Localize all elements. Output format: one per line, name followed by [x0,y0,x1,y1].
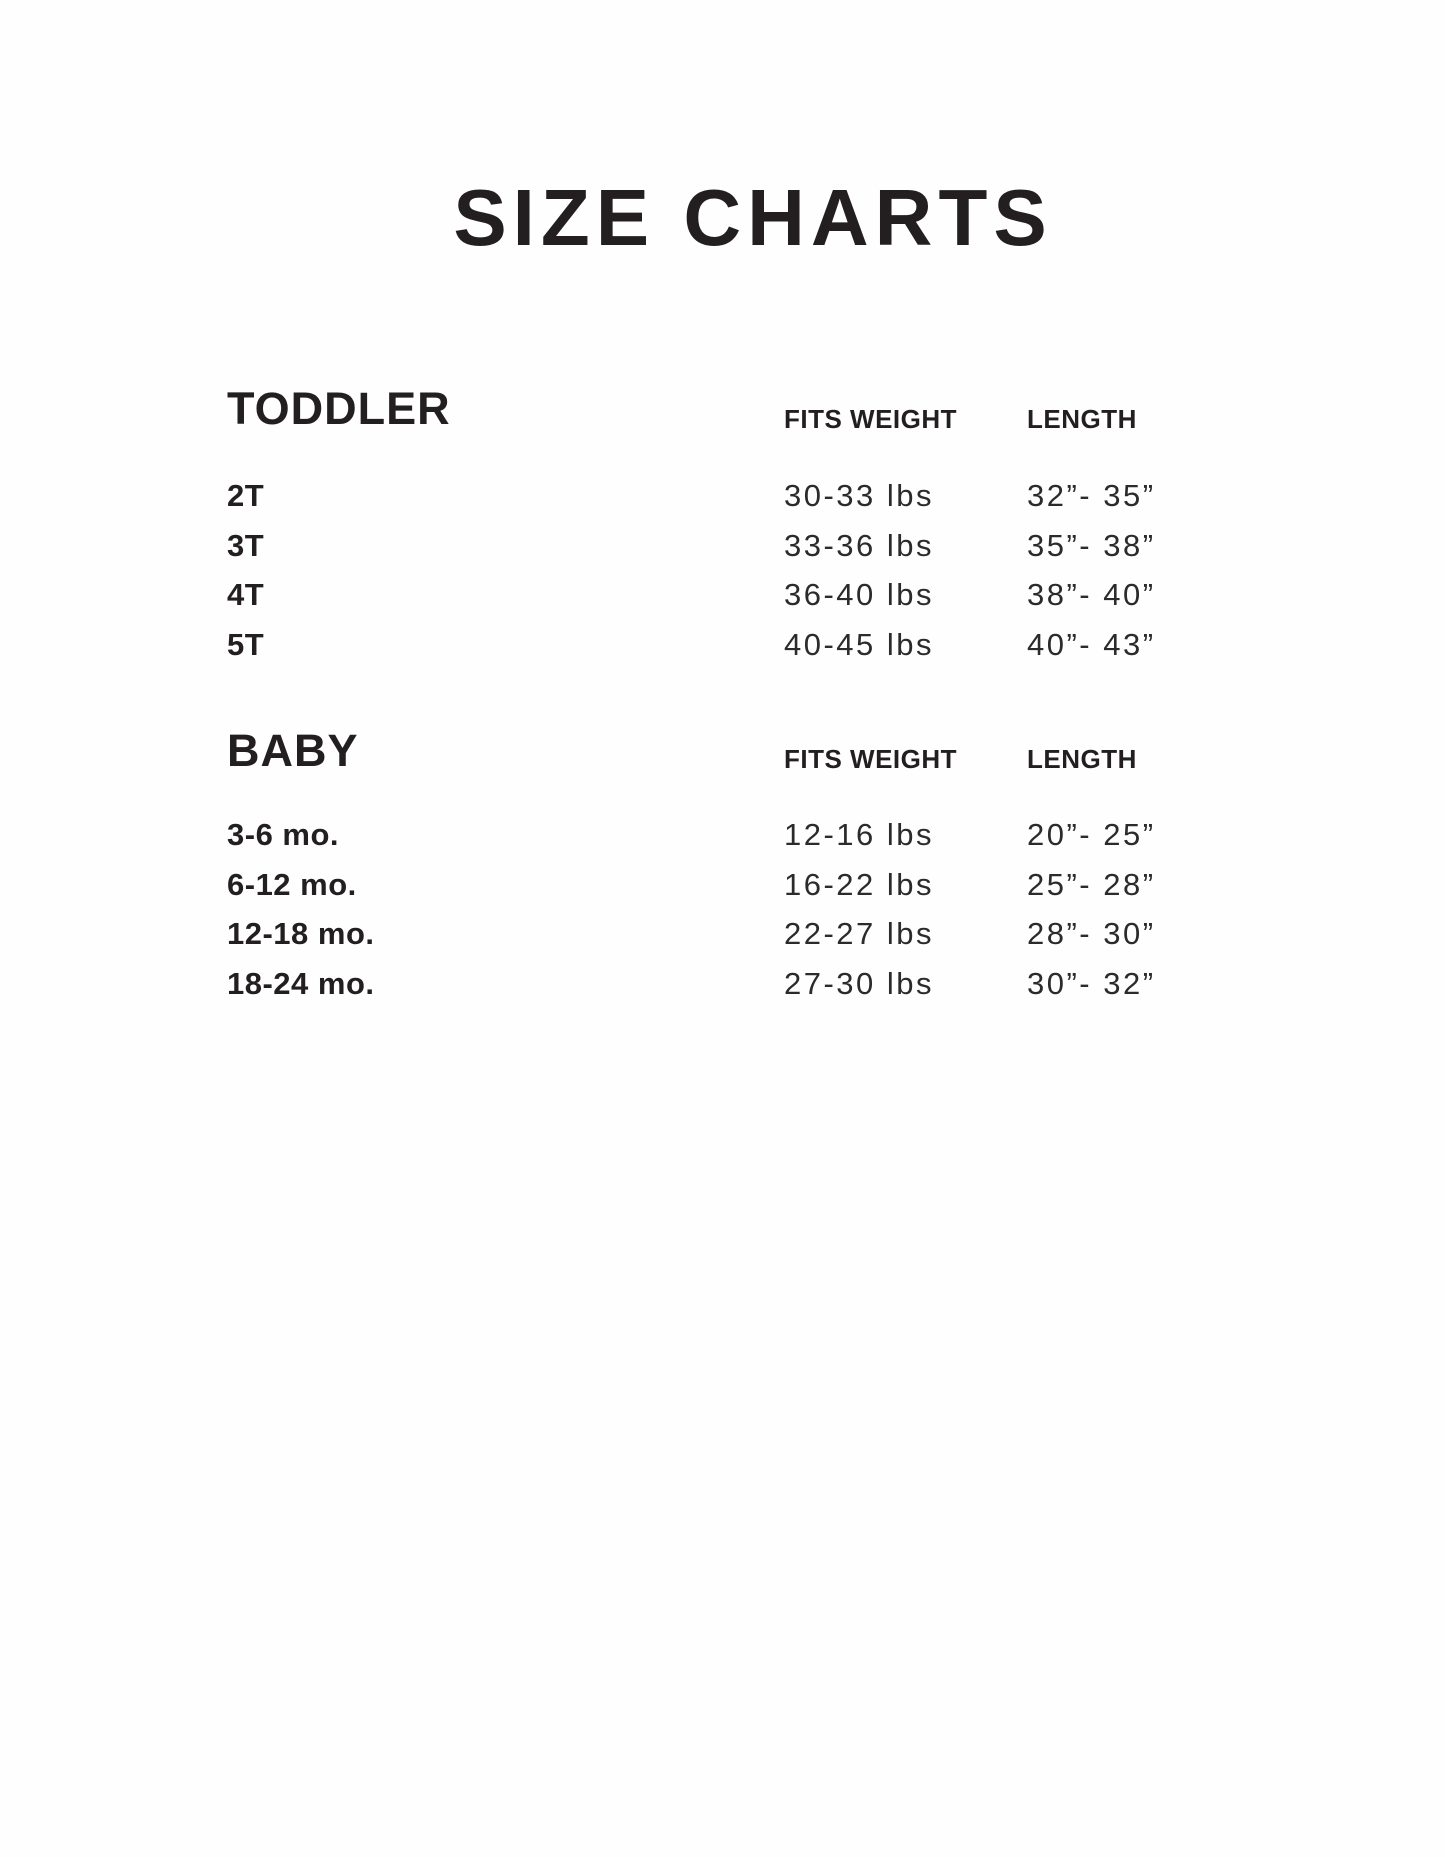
size-label: 6-12 mo. [227,867,357,902]
column-header-length: LENGTH [1027,404,1137,434]
size-label: 12-18 mo. [227,916,375,951]
weight-value: 27-30 lbs [784,966,935,1001]
section-title: BABY [227,725,359,776]
length-value: 32”- 35” [1027,478,1156,513]
length-value: 30”- 32” [1027,966,1156,1001]
page-title: SIZE CHARTS [453,173,1053,262]
size-label: 2T [227,478,265,513]
size-label: 3T [227,528,265,563]
length-value: 25”- 28” [1027,867,1156,902]
column-header-weight: FITS WEIGHT [784,404,958,434]
length-value: 40”- 43” [1027,627,1156,662]
length-value: 35”- 38” [1027,528,1156,563]
length-value: 20”- 25” [1027,817,1156,852]
size-label: 3-6 mo. [227,817,340,852]
size-label: 5T [227,627,265,662]
section-title: TODDLER [227,383,451,434]
weight-value: 22-27 lbs [784,916,935,951]
column-header-weight: FITS WEIGHT [784,744,958,774]
weight-value: 12-16 lbs [784,817,935,852]
column-header-length: LENGTH [1027,744,1137,774]
weight-value: 40-45 lbs [784,627,935,662]
weight-value: 36-40 lbs [784,577,935,612]
weight-value: 33-36 lbs [784,528,935,563]
length-value: 28”- 30” [1027,916,1156,951]
size-label: 18-24 mo. [227,966,375,1001]
size-label: 4T [227,577,265,612]
weight-value: 30-33 lbs [784,478,935,513]
length-value: 38”- 40” [1027,577,1156,612]
weight-value: 16-22 lbs [784,867,935,902]
